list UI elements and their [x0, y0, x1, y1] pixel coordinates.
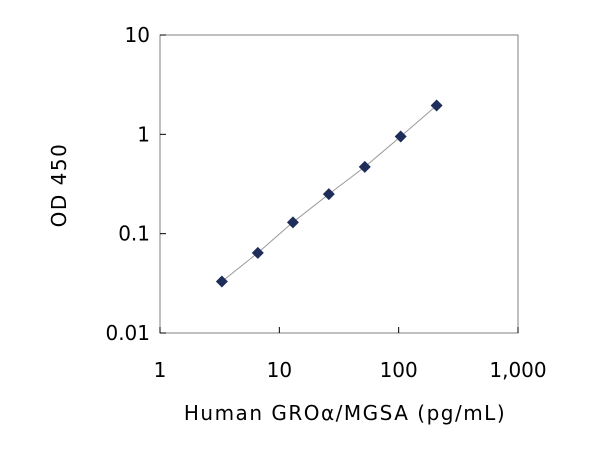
y-tick-label: 1	[137, 122, 150, 146]
data-point-diamond	[215, 275, 228, 288]
y-tick-label: 0.1	[118, 222, 150, 246]
data-point-diamond	[322, 188, 335, 201]
x-tick-label: 100	[380, 358, 418, 382]
y-axis-title: OD 450	[47, 143, 71, 228]
x-tick-label: 1,000	[489, 358, 546, 382]
axis-ticks	[159, 34, 519, 334]
x-tick-label: 1	[154, 358, 167, 382]
data-points	[215, 99, 443, 288]
x-tick-label: 10	[267, 358, 292, 382]
data-point-diamond	[358, 160, 371, 173]
data-point-diamond	[251, 246, 264, 259]
y-tick-label: 10	[125, 23, 150, 47]
data-point-diamond	[286, 216, 299, 229]
data-point-diamond	[394, 130, 407, 143]
plot-area-frame	[159, 34, 519, 334]
data-point-diamond	[430, 99, 443, 112]
tick-labels: 1 10 100 1,000 10 1 0.1 0.01	[105, 23, 546, 382]
y-tick-label: 0.01	[105, 321, 150, 345]
x-axis-title: Human GROα/MGSA (pg/mL)	[184, 401, 506, 425]
